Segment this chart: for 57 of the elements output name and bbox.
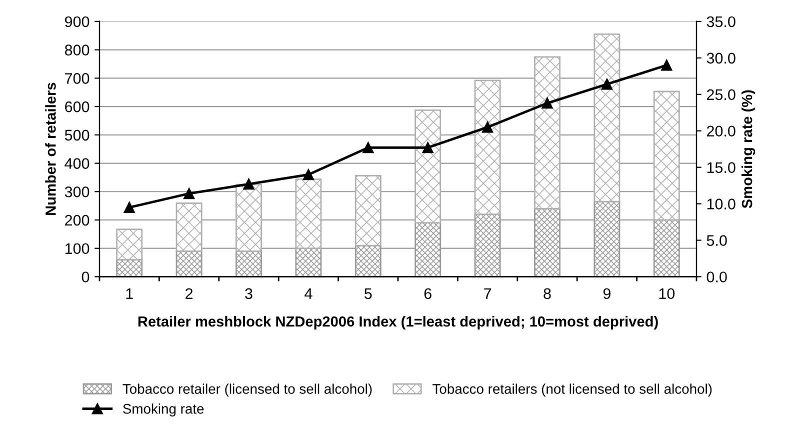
bar <box>176 202 202 252</box>
bar <box>474 80 501 216</box>
y2-tick-label: 30.0 <box>706 52 736 64</box>
y-tick-label: 200 <box>65 214 90 226</box>
y-tick-label: 600 <box>65 101 90 112</box>
y-tick-label: 800 <box>64 44 90 56</box>
x-tick-label: 7 <box>484 288 492 299</box>
x-tick-label: 1 <box>126 288 133 299</box>
y2-tick-label: 20.0 <box>706 126 736 137</box>
legend-label: Smoking rate <box>123 404 204 416</box>
y2-tick-label: 0.0 <box>706 272 727 282</box>
y-tick-label: 0 <box>82 272 90 282</box>
bar <box>653 90 680 221</box>
x-tick-label: 10 <box>659 288 675 300</box>
point <box>422 142 434 154</box>
point <box>302 169 314 180</box>
y2-tick-label: 15.0 <box>707 162 736 173</box>
y2-tick-label: 35.0 <box>706 16 736 28</box>
y-tick-label: 100 <box>65 243 90 254</box>
legend-label: Tobacco retailer (licensed to sell alcohol) <box>122 384 372 397</box>
x-tick-label: 2 <box>186 288 193 299</box>
x-tick-label: 9 <box>603 288 610 300</box>
y-tick-label: 900 <box>65 16 90 28</box>
x-tick-label: 4 <box>304 288 312 299</box>
point <box>362 142 374 154</box>
y-tick-label: 400 <box>64 158 90 169</box>
bar <box>354 175 382 246</box>
x-tick-label: 8 <box>544 288 551 300</box>
point <box>183 188 195 200</box>
legend-label: Tobacco retailers (not licensed to sell alcohol) <box>432 384 712 397</box>
point <box>124 202 135 213</box>
y2-tick-label: 10.0 <box>707 198 736 210</box>
bar <box>236 184 262 252</box>
x-tick-label: 3 <box>245 288 252 300</box>
x-axis-title: Retailer meshblock NZDep2006 Index (1=least deprived; 10=most deprived) <box>138 316 658 330</box>
y-tick-label: 300 <box>64 186 90 198</box>
bar <box>414 110 442 224</box>
point <box>243 178 254 190</box>
y2-tick-label: 25.0 <box>706 89 736 100</box>
x-tick-label: 5 <box>364 288 372 300</box>
bar <box>594 34 620 202</box>
point <box>661 60 672 71</box>
bar <box>295 178 322 250</box>
y-tick-label: 500 <box>64 130 90 141</box>
bar <box>534 56 560 210</box>
y2-tick-label: 5.0 <box>706 235 727 246</box>
bar <box>116 228 143 260</box>
point <box>601 78 613 90</box>
bar <box>236 250 262 277</box>
bar <box>176 250 202 277</box>
y-tick-label: 700 <box>65 73 90 84</box>
x-tick-label: 6 <box>424 288 432 300</box>
y-axis-title: Number of retailers <box>45 82 56 215</box>
point <box>482 122 494 133</box>
point <box>542 98 553 109</box>
y2-axis-title: Smoking rate (%) <box>742 90 756 208</box>
bar <box>295 248 322 277</box>
